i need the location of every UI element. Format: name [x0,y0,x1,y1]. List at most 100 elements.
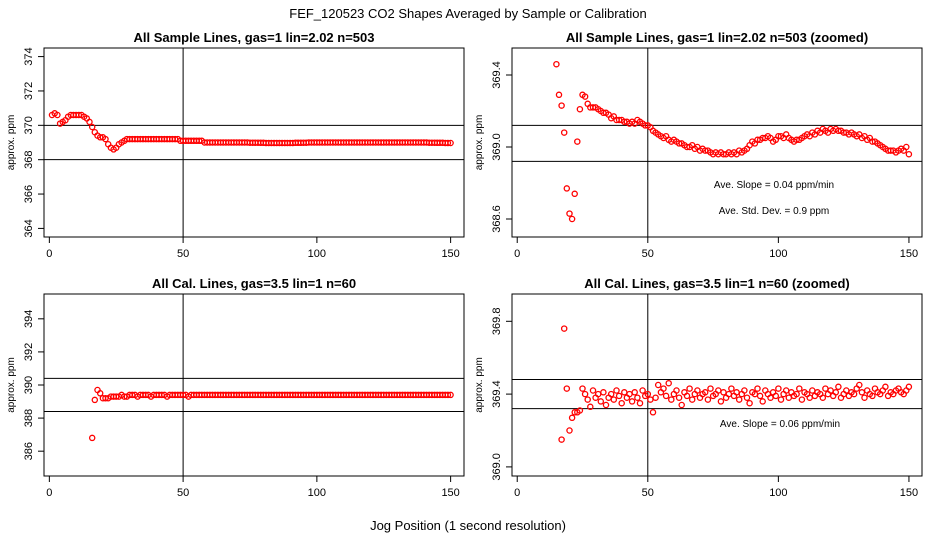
data-point [576,105,584,113]
data-point [644,390,652,398]
figure-xlabel: Jog Position (1 second resolution) [370,518,566,533]
data-points [558,325,913,443]
data-point [444,139,452,147]
y-axis-label: approx. ppm [6,357,17,413]
data-point [618,399,625,407]
data-point [179,391,187,399]
data-point [652,394,659,401]
data-point [798,396,806,403]
y-tick-label: 392 [23,343,35,361]
y-tick-label: 394 [23,310,35,328]
y-tick-label: 368.6 [491,205,503,233]
data-point [102,135,109,143]
data-point [555,91,563,99]
data-point [822,385,829,392]
data-point [558,436,565,443]
data-point [662,392,670,400]
data-point [746,399,753,407]
data-point [568,215,576,223]
x-tick-label: 150 [900,248,918,260]
data-point [96,390,104,397]
data-point [772,392,780,400]
data-point [688,396,696,403]
data-point [835,383,842,391]
data-points [553,60,913,223]
data-point [882,383,889,391]
data-point [447,139,454,147]
data-point [850,390,858,398]
y-tick-label: 366 [23,185,35,203]
data-point [678,401,685,409]
data-point [832,389,840,396]
data-point [621,389,628,396]
data-point [639,387,646,394]
panel-grid: All Sample Lines, gas=1 lin=2.02 n=503 0 5… [6,30,923,499]
data-point [756,392,764,400]
data-point [903,143,910,151]
chart-panel-3: All Cal. Lines, gas=3.5 lin=1 n=60 0 50 100… [6,276,465,499]
data-point [553,60,560,68]
data-point [589,387,597,394]
data-point [660,385,667,392]
data-point [579,385,586,392]
data-point [447,391,454,399]
data-point [735,396,743,403]
y-tick-label: 369.0 [491,453,503,481]
data-point [571,190,578,198]
annotation-text: Ave. Slope = 0.04 ppm/min [714,180,834,191]
plot-frame [43,47,465,238]
x-tick-label: 100 [308,248,326,260]
data-point [775,385,782,392]
data-point [560,129,568,136]
data-point [91,396,99,404]
x-tick-label: 50 [642,248,654,260]
plot-frame [43,293,465,477]
y-tick-label: 369.4 [491,61,503,89]
annotation-text: Ave. Slope = 0.06 ppm/min [720,419,840,430]
data-point [607,390,615,398]
y-tick-label: 372 [23,82,35,100]
data-point [728,385,735,392]
data-point [796,385,803,392]
data-point [717,398,725,405]
data-point [675,394,683,401]
y-tick-label: 368 [23,151,35,169]
data-point [566,427,573,434]
data-point [694,387,701,394]
data-points [88,386,454,442]
data-point [563,385,571,392]
y-axis-label: approx. ppm [6,115,17,171]
chart-panel-2: All Sample Lines, gas=1 lin=2.02 n=503 (… [474,30,923,260]
data-point [444,391,452,399]
data-point [686,385,693,392]
data-point [576,407,584,414]
data-point [587,403,594,411]
data-point [861,394,868,401]
data-point [777,396,785,403]
x-tick-label: 150 [900,487,918,499]
data-point [88,123,96,131]
data-point [701,389,709,396]
figure-title: FEF_120523 CO2 Shapes Averaged by Sample… [289,6,646,21]
plot-frame [511,47,923,238]
data-point [574,138,581,145]
data-point [563,185,571,192]
x-tick-label: 0 [514,248,520,260]
y-axis-label: approx. ppm [474,115,485,171]
y-tick-label: 374 [23,47,35,65]
data-point [112,393,120,400]
data-point [600,389,607,396]
data-point [568,414,576,422]
data-point [743,394,751,401]
annotation-text: Ave. Std. Dev. = 0.9 ppm [719,206,830,217]
x-tick-label: 100 [769,487,787,499]
y-tick-label: 386 [23,442,35,460]
data-point [809,387,816,394]
panel-title: All Cal. Lines, gas=3.5 lin=1 n=60 [152,276,356,291]
data-point [683,392,691,400]
y-axis-label: approx. ppm [474,357,485,413]
panel-title: All Cal. Lines, gas=3.5 lin=1 n=60 (zoom… [584,276,850,291]
data-point [720,389,727,396]
panel-title: All Sample Lines, gas=1 lin=2.02 n=503 (… [566,30,868,45]
